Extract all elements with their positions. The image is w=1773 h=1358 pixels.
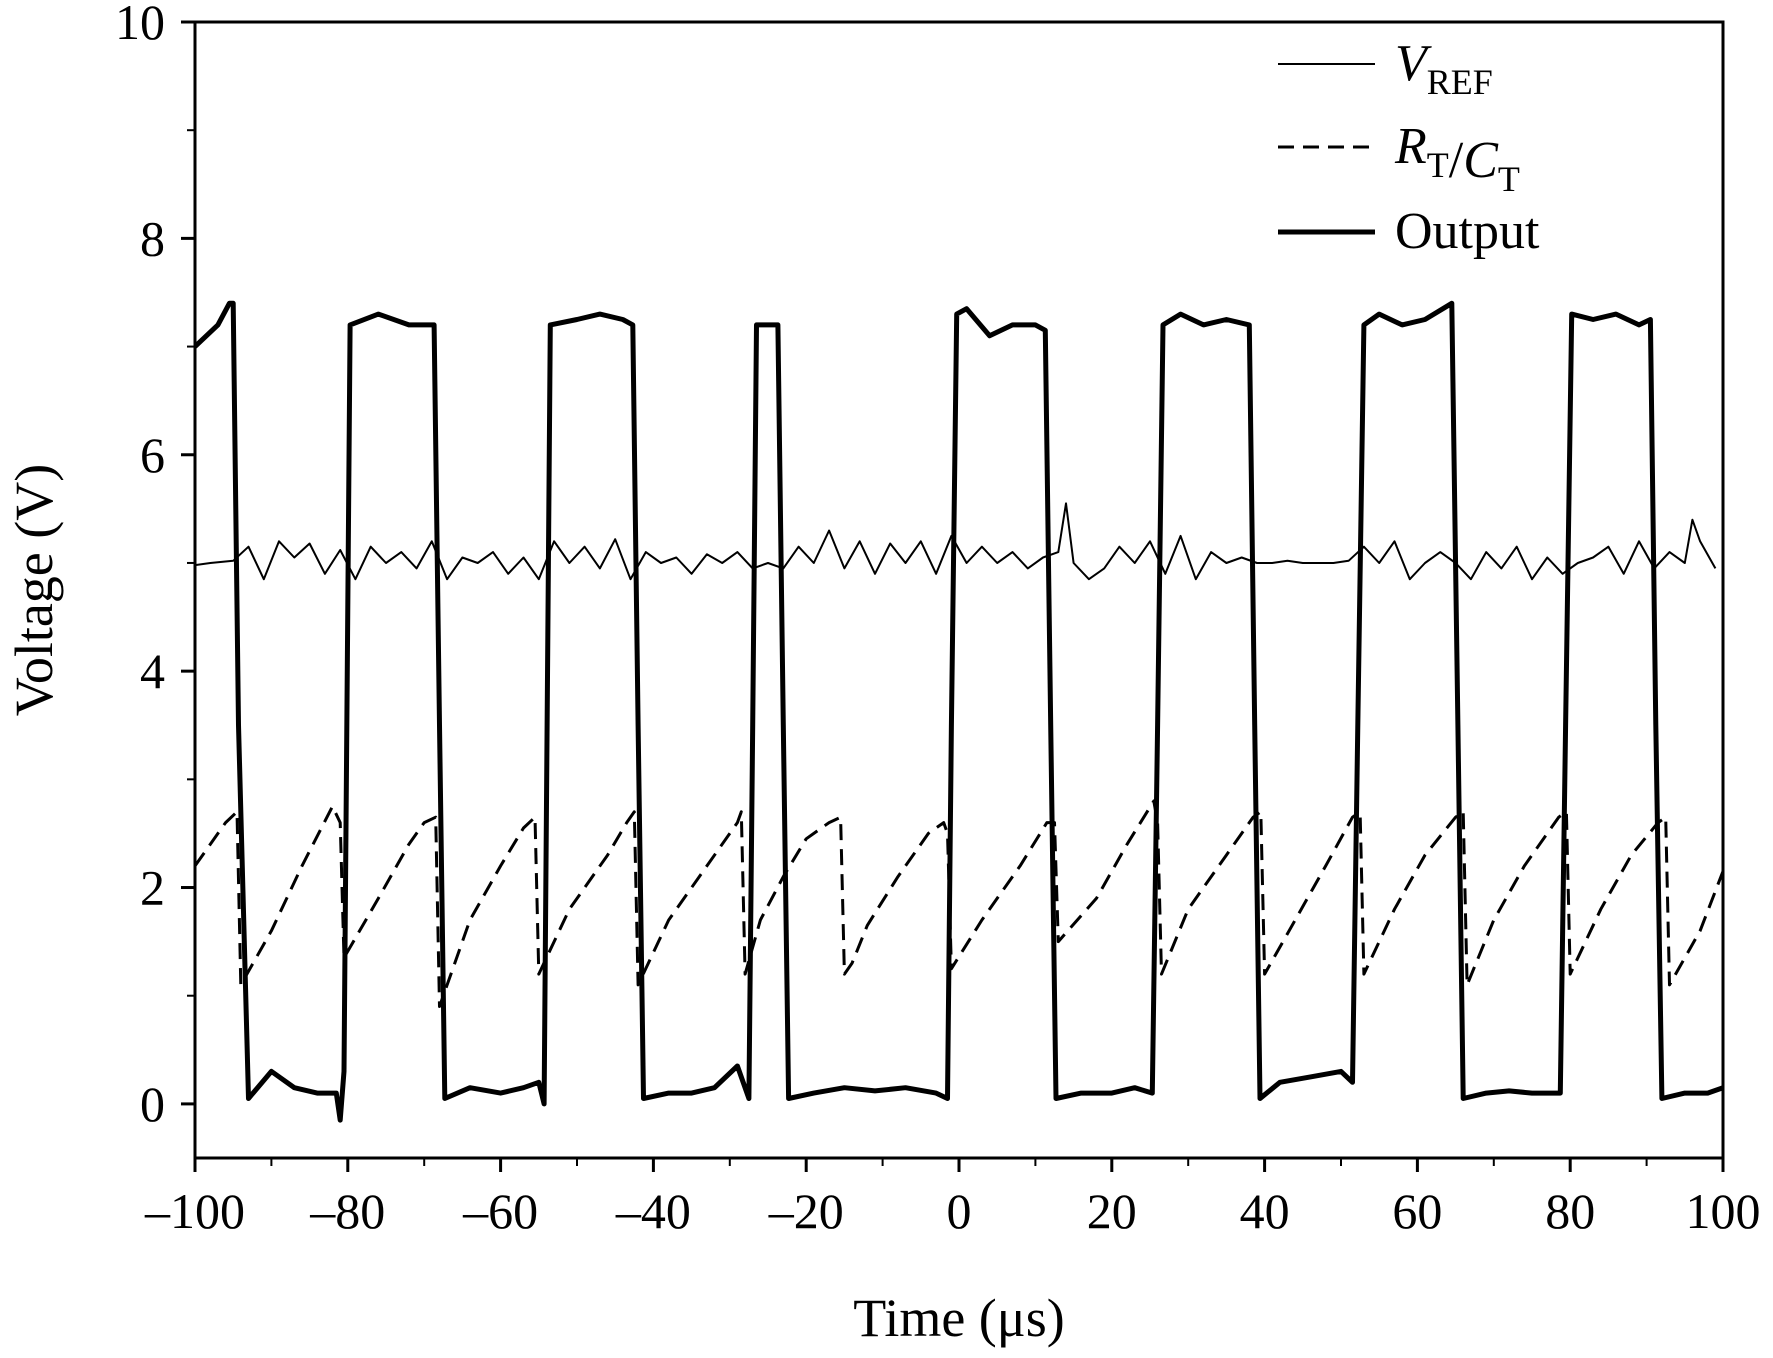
tick-layer: –100 –80 –60 –40 –20 0 20 40 60 80 100 0 2 4 6 8 10 bbox=[115, 0, 1761, 1239]
x-tick-label: 60 bbox=[1392, 1183, 1442, 1239]
series-layer bbox=[195, 300, 1723, 1123]
x-tick-label: –80 bbox=[309, 1183, 385, 1239]
x-tick-label: –40 bbox=[615, 1183, 691, 1239]
x-tick-label: –60 bbox=[462, 1183, 538, 1239]
x-tick-label: 100 bbox=[1686, 1183, 1761, 1239]
y-tick-label: 10 bbox=[115, 0, 165, 50]
x-tick-label: 20 bbox=[1087, 1183, 1137, 1239]
plot-frame bbox=[193, 20, 1725, 1160]
x-tick-label: –100 bbox=[144, 1183, 245, 1239]
y-axis-title: Voltage (V) bbox=[4, 464, 64, 716]
rtct-series-line bbox=[195, 799, 1723, 1008]
vref-series-line bbox=[195, 502, 1717, 581]
rtct-legend-label: RT/CT bbox=[1394, 118, 1520, 199]
y-tick-label: 8 bbox=[140, 210, 165, 266]
x-tick-label: 0 bbox=[947, 1183, 972, 1239]
output-legend-label: Output bbox=[1395, 203, 1540, 260]
y-tick-label: 6 bbox=[140, 427, 165, 483]
x-tick-label: –20 bbox=[768, 1183, 844, 1239]
y-tick-label: 2 bbox=[140, 860, 165, 916]
output-series-line bbox=[195, 300, 1723, 1123]
vref-legend-label: VREF bbox=[1395, 35, 1493, 102]
x-tick-label: 40 bbox=[1240, 1183, 1290, 1239]
y-tick-label: 4 bbox=[140, 643, 165, 699]
y-tick-label: 0 bbox=[140, 1076, 165, 1132]
x-tick-label: 80 bbox=[1545, 1183, 1595, 1239]
x-axis-title: Time (μs) bbox=[853, 1288, 1065, 1348]
